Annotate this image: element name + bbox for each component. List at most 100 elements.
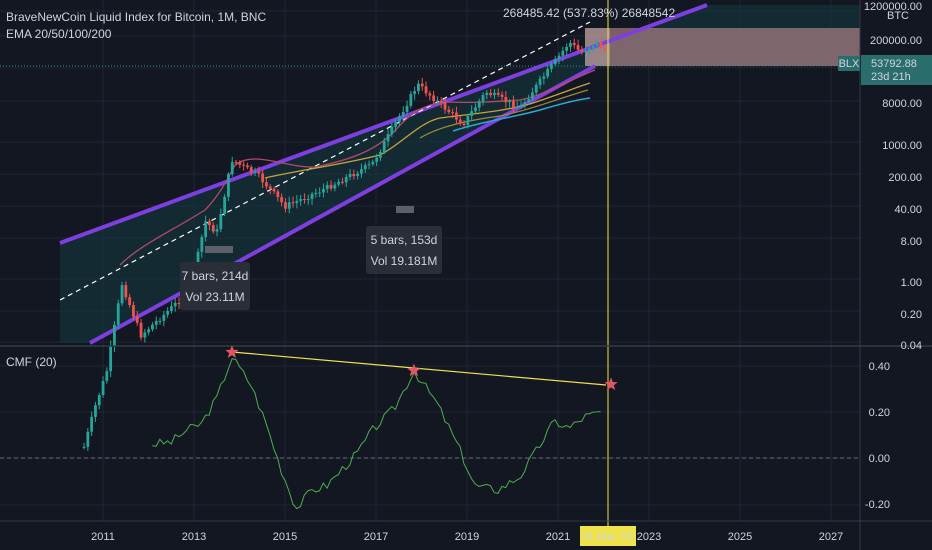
candle	[166, 307, 170, 318]
candle	[147, 326, 151, 336]
candle	[519, 100, 523, 110]
candle	[436, 96, 439, 106]
candle	[204, 215, 208, 242]
candle	[348, 169, 352, 181]
candle	[531, 87, 534, 102]
price-tick: 1.00	[901, 277, 922, 289]
candle	[409, 91, 413, 109]
price-axis[interactable]: 1200000.00 200000.00 8000.00 1000.00 200.00 4…	[864, 1, 922, 352]
candle	[451, 108, 455, 119]
time-tick: 2023	[637, 531, 661, 543]
drag-handle-2[interactable]	[396, 206, 414, 213]
price-tick: 0.20	[901, 309, 922, 321]
candle	[500, 91, 504, 101]
candle	[447, 106, 451, 115]
candle	[401, 106, 405, 120]
candle	[523, 98, 527, 109]
candle	[295, 195, 299, 209]
candle	[603, 43, 607, 54]
candle	[413, 86, 417, 100]
candles	[82, 38, 607, 451]
candle	[268, 184, 272, 195]
candle	[200, 234, 204, 258]
candle	[352, 169, 356, 180]
currency-label: BTC	[887, 10, 909, 22]
time-axis[interactable]: 2011 2013 2015 2017 2019 2021 2023 2025 2027	[91, 531, 843, 543]
candle	[432, 90, 436, 105]
candle	[443, 98, 447, 114]
candle	[177, 297, 181, 310]
candle	[208, 218, 211, 231]
drag-handle-1[interactable]	[205, 246, 233, 253]
candle	[485, 90, 489, 100]
price-tag	[861, 55, 932, 85]
channel-mid-line	[59, 21, 591, 301]
candle	[314, 188, 318, 198]
symbol-tag-text: BLX	[839, 58, 860, 70]
measure-label: 268485.42 (537.83%) 26848542	[503, 6, 675, 20]
price-tick: 200000.00	[870, 35, 922, 47]
candle	[230, 156, 234, 177]
price-tick: 1200000.00	[864, 1, 922, 13]
candle	[261, 170, 265, 188]
candle	[595, 40, 599, 50]
cmf-star-marker	[225, 345, 239, 358]
channel-upper-line	[59, 3, 708, 245]
candle	[223, 194, 227, 217]
candle	[527, 94, 531, 105]
candle	[508, 98, 512, 108]
candle	[428, 90, 432, 101]
candle	[291, 196, 295, 208]
candle	[591, 43, 595, 52]
crosshair-date-tag	[580, 526, 636, 546]
candle	[599, 38, 603, 50]
candle	[584, 46, 588, 55]
price-tick: 8.00	[901, 236, 922, 248]
candle	[363, 162, 367, 174]
candle	[101, 376, 105, 398]
time-tick: 2019	[455, 531, 479, 543]
cmf-label: CMF (20)	[6, 355, 57, 369]
candle	[379, 149, 382, 162]
candle	[439, 96, 443, 108]
tooltip-2: 5 bars, 153d Vol 19.181M	[366, 226, 442, 274]
candle	[135, 310, 139, 326]
candle	[318, 187, 322, 198]
symbol-tag	[838, 56, 860, 71]
cmf-tick: 0.00	[869, 453, 890, 465]
candle	[344, 174, 348, 187]
time-tick: 2021	[546, 531, 570, 543]
candle	[382, 137, 386, 155]
price-tick: 1000.00	[882, 140, 922, 152]
candle	[481, 92, 485, 106]
candle	[474, 103, 477, 114]
time-left: 23d 21h	[871, 71, 911, 83]
cmf-stars	[225, 345, 618, 391]
candle	[470, 105, 474, 122]
candle	[128, 293, 132, 308]
candle	[371, 159, 375, 167]
candle	[360, 163, 363, 178]
candle	[310, 191, 314, 205]
candle	[276, 189, 280, 202]
candle	[158, 317, 162, 325]
tooltip-1-bars: 7 bars, 214d	[182, 269, 249, 283]
candle	[253, 167, 257, 177]
candle	[272, 186, 276, 195]
candle	[234, 159, 238, 166]
time-tick: 2027	[819, 531, 843, 543]
last-price: 53792.88	[871, 58, 917, 70]
candle	[420, 77, 424, 91]
cmf-axis[interactable]: 0.40 0.20 0.00 -0.20	[865, 361, 890, 511]
candle	[341, 177, 344, 185]
candle	[211, 222, 215, 234]
candle	[458, 115, 462, 126]
channel-lower-line	[89, 64, 596, 345]
candle	[405, 100, 409, 116]
candle	[120, 281, 124, 307]
candle	[284, 198, 287, 213]
candle	[246, 162, 249, 170]
candle	[477, 98, 481, 112]
candle	[588, 45, 591, 55]
